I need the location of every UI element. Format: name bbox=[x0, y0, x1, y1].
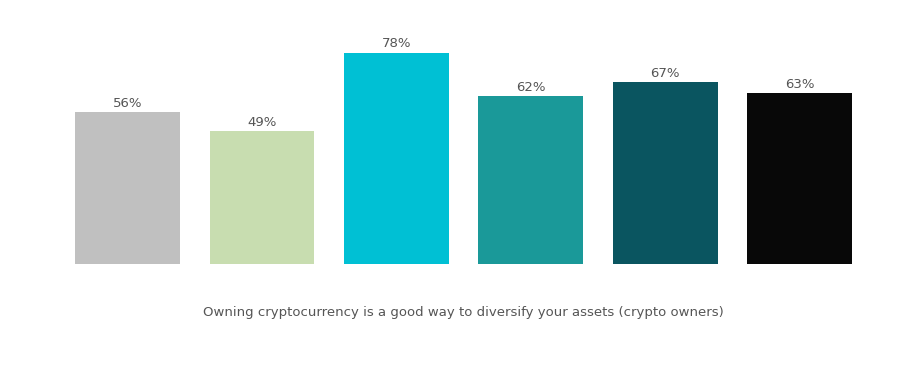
Text: Owning cryptocurrency is a good way to diversify your assets (crypto owners): Owning cryptocurrency is a good way to d… bbox=[204, 306, 724, 320]
Bar bbox=[75, 112, 180, 264]
Bar bbox=[747, 93, 852, 264]
Text: 63%: 63% bbox=[784, 78, 814, 91]
Bar bbox=[210, 131, 315, 264]
Text: 67%: 67% bbox=[651, 67, 680, 80]
Bar bbox=[613, 82, 717, 264]
Text: 62%: 62% bbox=[516, 81, 545, 94]
Text: 78%: 78% bbox=[382, 37, 411, 51]
Text: 56%: 56% bbox=[113, 97, 143, 110]
Text: 49%: 49% bbox=[247, 116, 276, 129]
Bar bbox=[344, 53, 449, 264]
Bar bbox=[478, 96, 584, 264]
